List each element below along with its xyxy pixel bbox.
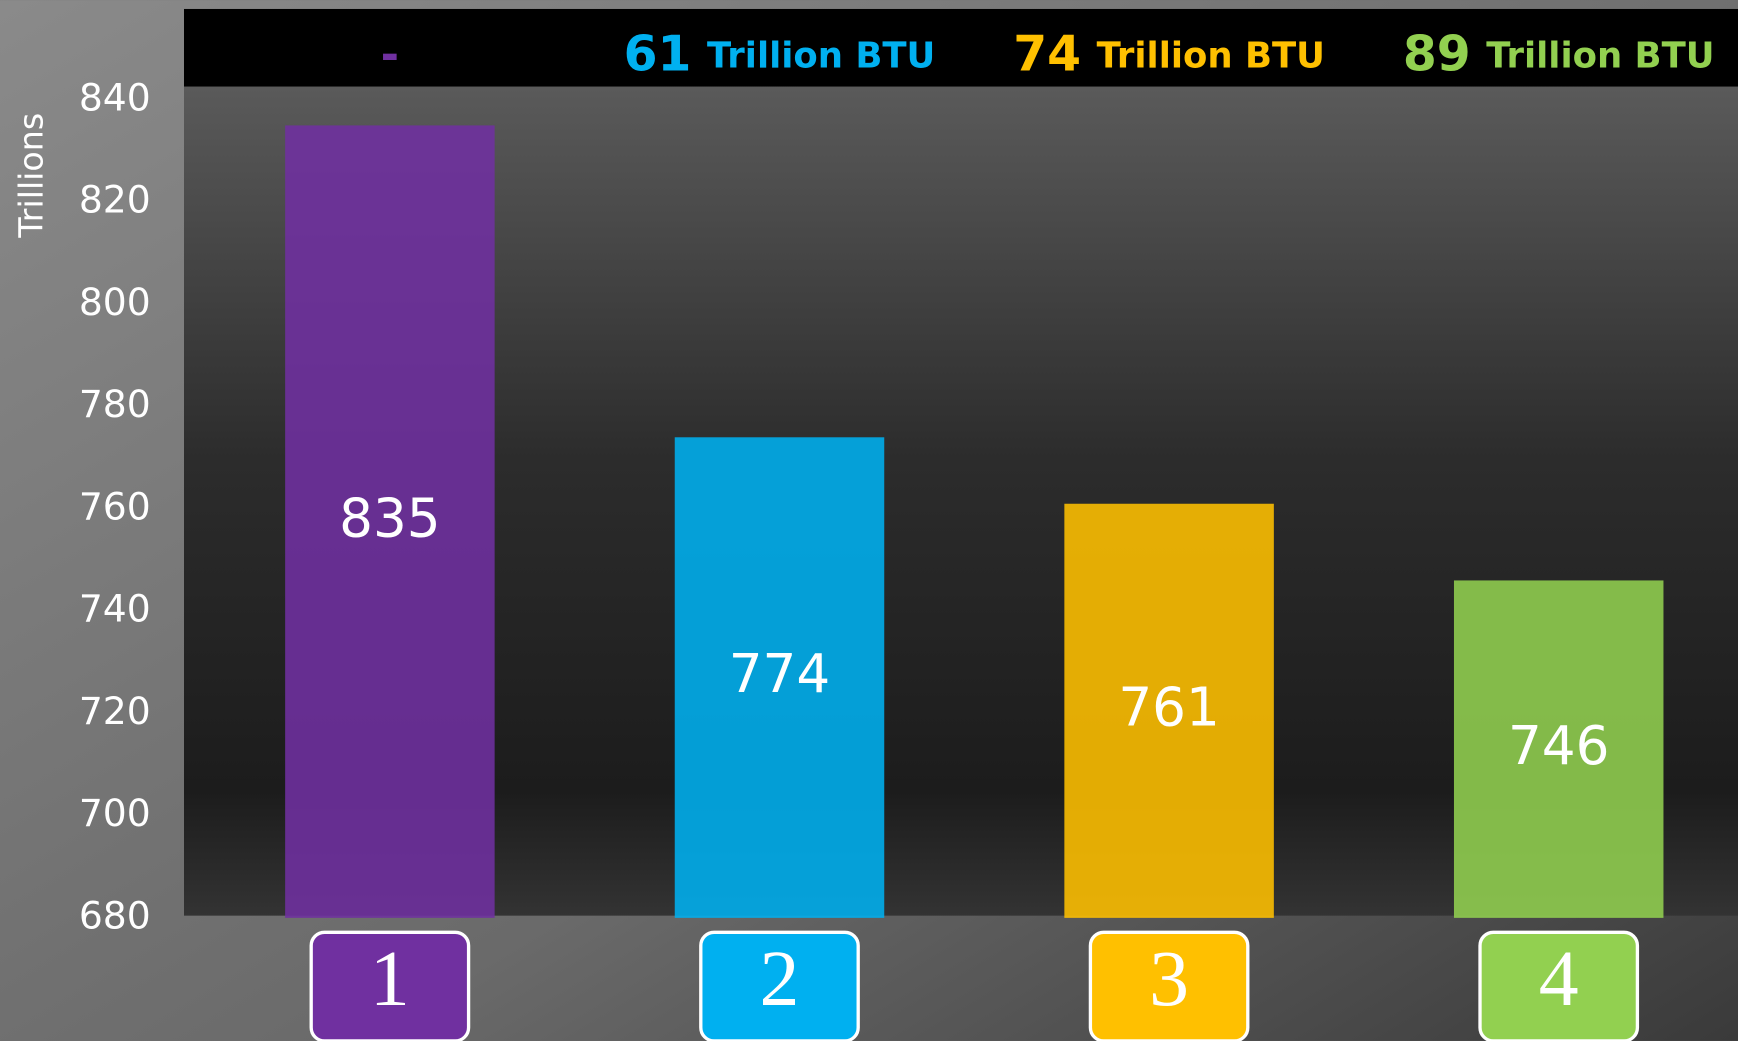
x-tick-label: 1 xyxy=(370,935,410,1023)
y-tick-label: 680 xyxy=(79,893,151,937)
x-tick-label: 3 xyxy=(1149,935,1189,1023)
annotation-value: 74 xyxy=(1013,26,1081,83)
page: {"chart_data": { "type": "bar", "y_label… xyxy=(0,0,1738,1041)
value-label: 761 xyxy=(1118,676,1220,738)
annotation-label: - xyxy=(381,30,399,81)
x-tick-label: 4 xyxy=(1539,935,1579,1023)
value-label: 746 xyxy=(1508,715,1610,777)
annotation-unit: Trillion BTU xyxy=(1097,36,1325,77)
y-tick-label: 780 xyxy=(79,382,151,426)
annotation: - xyxy=(381,30,399,81)
annotation-unit: Trillion BTU xyxy=(1486,36,1714,77)
value-label: 774 xyxy=(729,643,831,705)
annotation-value: 61 xyxy=(624,26,692,83)
y-tick-label: 760 xyxy=(79,484,151,528)
x-tick-label: 2 xyxy=(760,935,800,1023)
y-tick-label: 840 xyxy=(79,75,151,119)
y-tick-label: 800 xyxy=(79,280,151,324)
y-axis-label: Trillions xyxy=(12,113,51,239)
chart: Trillions 680 700 720 740 760 780 800 820 840 835… xyxy=(0,0,1738,1041)
y-tick-label: 720 xyxy=(79,689,151,733)
annotation-unit: Trillion BTU xyxy=(707,36,935,77)
annotation-value: 89 xyxy=(1403,26,1471,83)
value-label: 835 xyxy=(339,487,441,549)
y-tick-label: 700 xyxy=(79,791,151,835)
y-tick-label: 820 xyxy=(79,178,151,222)
y-tick-label: 740 xyxy=(79,587,151,631)
